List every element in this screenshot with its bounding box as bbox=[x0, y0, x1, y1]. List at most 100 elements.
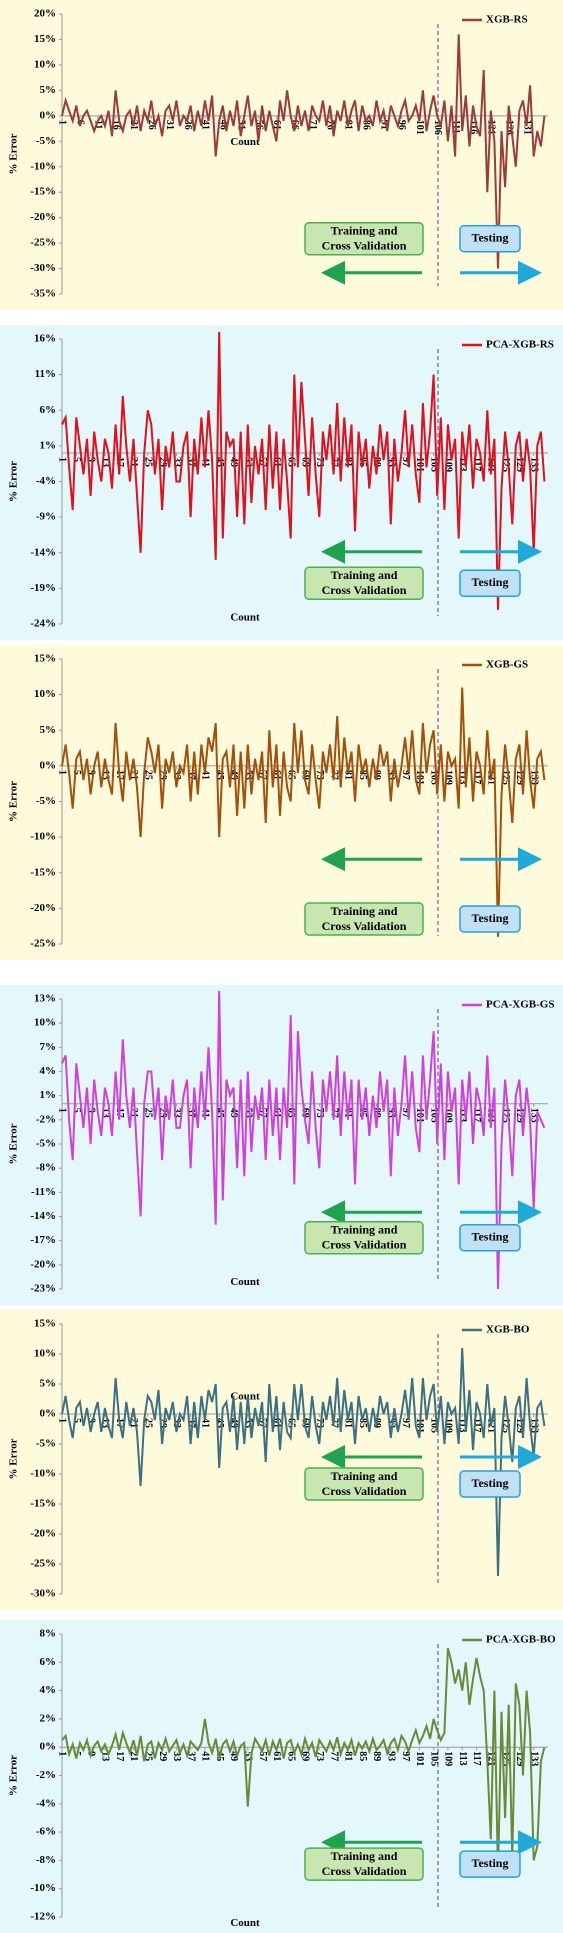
x-tick-label: 65 bbox=[285, 1751, 296, 1761]
x-tick-label: 71 bbox=[307, 120, 318, 130]
x-tick-label: 65 bbox=[285, 457, 296, 467]
x-tick-label: 117 bbox=[471, 1418, 482, 1432]
y-tick-label: 0% bbox=[40, 1408, 57, 1420]
testing-box bbox=[459, 905, 521, 933]
x-tick-label: 21 bbox=[128, 1108, 139, 1118]
y-tick-label: -20% bbox=[30, 1258, 56, 1270]
x-tick-label: 125 bbox=[500, 457, 511, 472]
testing-label: Testing bbox=[472, 1476, 509, 1490]
y-tick-label: -20% bbox=[30, 1528, 56, 1540]
x-tick-label: 61 bbox=[271, 1418, 282, 1428]
x-tick-label: 25 bbox=[142, 770, 153, 780]
x-tick-label: 109 bbox=[443, 457, 454, 472]
x-tick-label: 21 bbox=[128, 770, 139, 780]
legend-label: PCA-XGB-RS bbox=[486, 339, 554, 351]
y-axis-label: % Error bbox=[8, 1123, 20, 1164]
x-tick-label: 101 bbox=[414, 457, 425, 472]
x-tick-label: 101 bbox=[414, 1108, 425, 1123]
x-tick-label: 33 bbox=[171, 1418, 182, 1428]
x-tick-label: 97 bbox=[400, 457, 411, 467]
x-tick-label: 1 bbox=[57, 120, 68, 125]
x-tick-label: 97 bbox=[400, 770, 411, 780]
training-label: Cross Validation bbox=[322, 1484, 407, 1498]
x-tick-label: 33 bbox=[171, 1751, 182, 1761]
data-line bbox=[61, 34, 546, 269]
x-tick-label: 86 bbox=[360, 120, 371, 130]
y-tick-label: -2% bbox=[36, 1113, 56, 1125]
x-tick-label: 29 bbox=[157, 457, 168, 467]
x-tick-label: 5 bbox=[71, 1418, 82, 1423]
x-tick-label: 49 bbox=[228, 1418, 239, 1428]
y-tick-label: -5% bbox=[36, 1138, 56, 1150]
x-tick-label: 53 bbox=[243, 1108, 254, 1118]
y-tick-label: -5% bbox=[36, 135, 56, 147]
x-tick-label: 93 bbox=[385, 457, 396, 467]
x-tick-label: 69 bbox=[300, 457, 311, 467]
y-tick-label: 15% bbox=[34, 1318, 56, 1330]
x-tick-label: 76 bbox=[325, 120, 336, 130]
y-tick-label: -2% bbox=[36, 1769, 56, 1781]
y-tick-label: 11% bbox=[35, 368, 56, 380]
y-axis-label: % Error bbox=[8, 461, 20, 502]
legend-label: XGB-GS bbox=[486, 659, 528, 671]
y-tick-label: -20% bbox=[30, 211, 56, 223]
y-axis-label: % Error bbox=[8, 781, 20, 822]
y-tick-label: -15% bbox=[30, 866, 56, 878]
data-line bbox=[61, 990, 546, 1290]
x-tick-label: 133 bbox=[528, 1108, 539, 1123]
y-tick-label: -6% bbox=[36, 1826, 56, 1838]
testing-box bbox=[459, 1850, 521, 1878]
x-tick-label: 41 bbox=[200, 1418, 211, 1428]
x-tick-label: 117 bbox=[471, 457, 482, 471]
x-tick-label: 9 bbox=[85, 457, 96, 462]
x-axis-label: Count bbox=[230, 1276, 260, 1288]
x-tick-label: 37 bbox=[185, 457, 196, 467]
training-box bbox=[304, 221, 424, 256]
x-axis-label: Count bbox=[230, 611, 260, 623]
x-tick-label: 109 bbox=[443, 770, 454, 785]
x-tick-label: 129 bbox=[514, 1418, 525, 1433]
x-tick-label: 49 bbox=[228, 1751, 239, 1761]
y-tick-label: 5% bbox=[40, 724, 57, 736]
x-tick-label: 53 bbox=[243, 457, 254, 467]
y-tick-label: -14% bbox=[30, 546, 56, 558]
y-tick-label: -10% bbox=[30, 160, 56, 172]
y-tick-label: 10% bbox=[34, 1348, 56, 1360]
x-tick-label: 51 bbox=[235, 120, 246, 130]
y-tick-label: -10% bbox=[30, 1882, 56, 1894]
x-tick-label: 73 bbox=[314, 1751, 325, 1761]
y-tick-label: 1% bbox=[40, 1089, 57, 1101]
y-tick-label: -24% bbox=[30, 618, 56, 630]
x-tick-label: 113 bbox=[457, 1108, 468, 1122]
y-tick-label: -15% bbox=[30, 1498, 56, 1510]
y-tick-label: -35% bbox=[30, 288, 56, 300]
x-tick-label: 113 bbox=[457, 457, 468, 471]
y-tick-label: 4% bbox=[40, 1684, 57, 1696]
x-tick-label: 25 bbox=[142, 1418, 153, 1428]
panel-background bbox=[0, 1620, 563, 1933]
x-tick-label: 17 bbox=[114, 1751, 125, 1761]
y-axis-label: % Error bbox=[8, 1438, 20, 1479]
x-tick-label: 41 bbox=[200, 770, 211, 780]
y-tick-label: 16% bbox=[34, 333, 56, 345]
y-tick-label: 10% bbox=[34, 688, 56, 700]
x-tick-label: 1 bbox=[57, 1108, 68, 1113]
x-tick-label: 125 bbox=[500, 1108, 511, 1123]
x-tick-label: 133 bbox=[528, 1418, 539, 1433]
x-tick-label: 9 bbox=[85, 770, 96, 775]
testing-label: Testing bbox=[472, 911, 509, 925]
y-axis-label: % Error bbox=[8, 1755, 20, 1796]
training-label: Cross Validation bbox=[322, 1238, 407, 1252]
x-axis-label: Count bbox=[230, 136, 260, 148]
x-tick-label: 53 bbox=[243, 1418, 254, 1428]
y-tick-label: -8% bbox=[36, 1854, 56, 1866]
x-tick-label: 105 bbox=[428, 1108, 439, 1123]
y-tick-label: -4% bbox=[36, 475, 56, 487]
x-tick-label: 25 bbox=[142, 1751, 153, 1761]
y-tick-label: -5% bbox=[36, 1438, 56, 1450]
x-tick-label: 133 bbox=[528, 457, 539, 472]
x-tick-label: 29 bbox=[157, 1751, 168, 1761]
y-tick-label: -10% bbox=[30, 831, 56, 843]
y-tick-label: 6% bbox=[40, 404, 57, 416]
